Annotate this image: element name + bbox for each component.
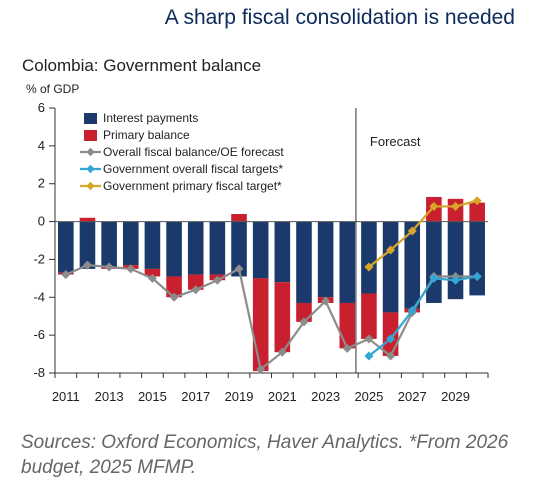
point-overall-fiscal-balance	[169, 292, 179, 302]
bar-interest-payments	[58, 221, 74, 273]
x-tick-label: 2029	[441, 389, 470, 404]
bar-interest-payments	[339, 221, 356, 303]
y-tick-label: -8	[33, 365, 45, 380]
bar-interest-payments	[274, 221, 291, 283]
y-tick-label: 2	[38, 176, 45, 191]
bar-primary-balance	[469, 202, 485, 222]
legend-label: Overall fiscal balance/OE forecast	[103, 145, 284, 159]
y-tick-label: 4	[38, 138, 45, 153]
line-gov-primary-target	[368, 199, 478, 268]
y-tick-label: -2	[33, 251, 45, 266]
legend-label: Government primary fiscal target*	[103, 179, 282, 193]
point-gov-primary-target	[450, 201, 461, 211]
point-overall-fiscal-balance	[191, 285, 201, 295]
y-tick-label: 6	[38, 100, 45, 115]
bar-primary-balance	[79, 217, 96, 222]
bar-interest-payments	[426, 221, 442, 303]
chart-title: Colombia: Government balance	[22, 56, 262, 75]
x-tick-label: 2011	[52, 389, 80, 404]
x-tick-label: 2015	[138, 389, 167, 404]
bar-primary-balance	[274, 282, 291, 353]
legend-marker	[86, 181, 95, 191]
y-tick-label: 0	[38, 214, 45, 229]
point-gov-primary-target	[472, 196, 482, 206]
bar-interest-payments	[382, 221, 399, 313]
bar-interest-payments	[252, 221, 269, 279]
legend-marker	[86, 164, 95, 174]
bar-interest-payments	[144, 221, 161, 269]
x-tick-label: 2019	[225, 389, 254, 404]
bar-primary-balance	[144, 268, 161, 277]
y-tick-label: -6	[33, 327, 45, 342]
x-tick-label: 2013	[95, 389, 124, 404]
y-axis-unit: % of GDP	[26, 82, 80, 96]
bar-primary-balance	[339, 302, 356, 349]
bar-interest-payments	[101, 221, 117, 267]
legend-label: Government overall fiscal targets*	[103, 162, 283, 176]
legend-label: Interest payments	[103, 111, 198, 125]
bar-interest-payments	[447, 221, 464, 300]
bar-interest-payments	[166, 221, 182, 277]
bar-interest-payments	[187, 221, 204, 275]
bar-interest-payments	[231, 221, 247, 277]
bar-primary-balance	[382, 312, 399, 356]
bar-primary-balance	[166, 276, 182, 298]
legend-marker	[86, 147, 95, 157]
source-note: Sources: Oxford Economics, Haver Analyti…	[21, 432, 509, 478]
legend-swatch	[84, 113, 97, 124]
bar-interest-payments	[79, 221, 96, 269]
point-overall-fiscal-balance	[234, 264, 244, 274]
line-overall-fiscal-balance	[65, 264, 478, 371]
bar-interest-payments	[317, 221, 334, 298]
bar-primary-balance	[187, 274, 204, 290]
headline: A sharp fiscal consolidation is needed	[164, 6, 515, 29]
legend-swatch	[84, 130, 97, 141]
bar-primary-balance	[252, 278, 269, 372]
legend-label: Primary balance	[103, 128, 190, 142]
x-tick-label: 2017	[181, 389, 210, 404]
chart: 6 4 2 0 -2 -4 -6 -8 2011 2013 2015 2017 2019 2021 2023…	[33, 100, 489, 404]
x-tick-label: 2023	[311, 389, 340, 404]
point-overall-fiscal-balance	[212, 275, 222, 285]
point-overall-fiscal-balance	[147, 273, 157, 283]
bar-primary-balance	[231, 214, 247, 222]
bar-interest-payments	[404, 221, 421, 309]
bar-interest-payments	[296, 221, 312, 303]
bar-primary-balance	[361, 293, 377, 339]
bar-interest-payments	[209, 221, 226, 275]
x-tick-label: 2025	[354, 389, 383, 404]
x-tick-label: 2027	[398, 389, 427, 404]
bar-interest-payments	[122, 221, 139, 266]
bar-interest-payments	[361, 221, 377, 294]
forecast-label: Forecast	[370, 134, 421, 149]
bar-interest-payments	[469, 221, 485, 296]
x-tick-label: 2021	[268, 389, 297, 404]
point-overall-fiscal-balance	[126, 264, 136, 274]
y-tick-label: -4	[33, 289, 45, 304]
